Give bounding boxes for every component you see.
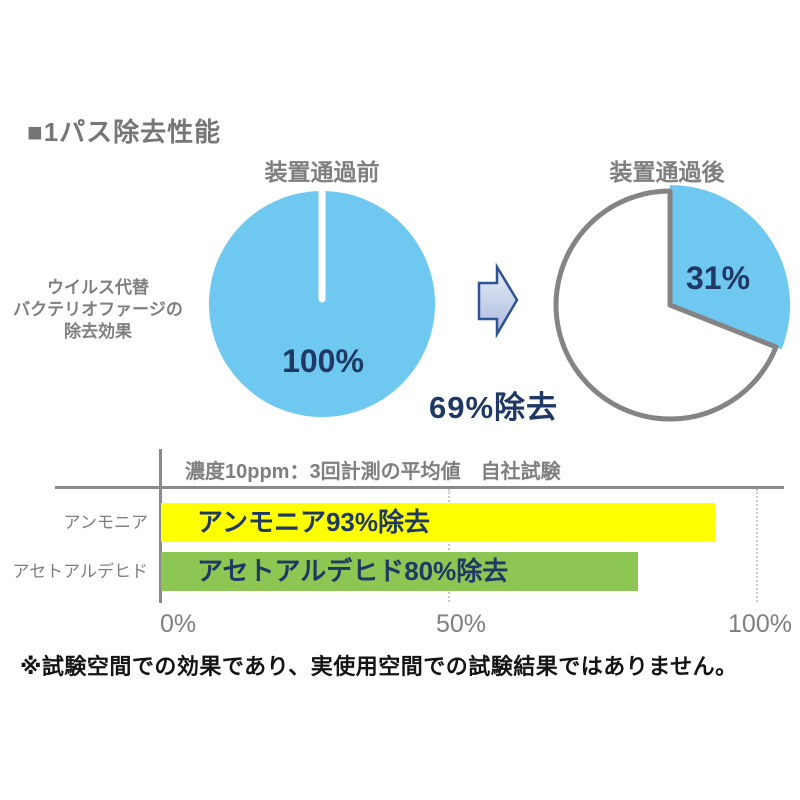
footnote: ※試験空間での効果であり、実使用空間での試験結果ではありません。 (20, 654, 738, 679)
pie-caption: ウイルス代替 バクテリオファージの 除去効果 (8, 277, 188, 343)
bar-row-label-ammonia: アンモニア (63, 513, 148, 532)
pie-caption-line3: 除去効果 (64, 322, 132, 341)
pie-before-chart (209, 191, 435, 417)
pie-after-title: 装置通過後 (609, 159, 725, 185)
bar-ammonia: アンモニア93%除去 (161, 503, 715, 542)
gridline-100 (756, 489, 758, 602)
gridline-50 (448, 489, 450, 602)
bar-acetaldehyde: アセトアルデヒド80%除去 (161, 552, 638, 591)
bar-row-label-acetaldehyde: アセトアルデヒド (12, 562, 149, 581)
bar-chart-subtitle: 濃度10ppm：3回計測の平均値 自社試験 (185, 461, 561, 483)
pie-before-value: 100% (282, 343, 364, 379)
pie-after-removed-slice (553, 188, 779, 422)
bar-chart-top-rule (55, 486, 784, 489)
pie-after-chart (553, 185, 791, 422)
removal-percentage-text: 69%除去 (429, 390, 559, 425)
x-tick-50: 50% (435, 610, 487, 638)
pie-after-remaining-slice (670, 185, 791, 350)
right-arrow-shape (477, 262, 519, 339)
pie-caption-line1: ウイルス代替 (47, 278, 149, 297)
right-arrow-icon (477, 262, 519, 339)
page-title: ■1パス除去性能 (27, 117, 222, 147)
pie-before-full-slice (209, 191, 435, 417)
x-tick-100: 100% (728, 610, 792, 638)
pie-caption-line2: バクテリオファージの (13, 300, 183, 319)
pie-after-value: 31% (685, 260, 751, 296)
x-tick-0: 0% (160, 610, 197, 638)
pie-before-title: 装置通過前 (264, 159, 380, 185)
bar-chart-y-axis (159, 449, 162, 603)
